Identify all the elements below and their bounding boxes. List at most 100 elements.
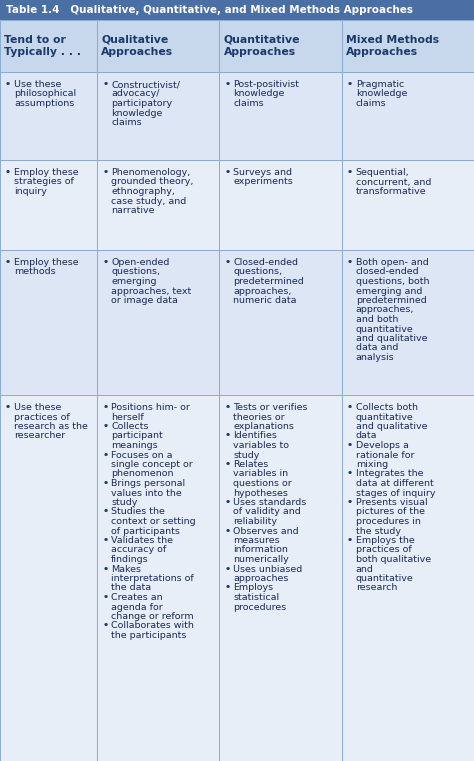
Bar [0,160,97,250]
Text: approaches: approaches [234,574,289,583]
Text: findings: findings [111,555,149,564]
Text: •: • [102,422,108,431]
Text: •: • [102,565,108,574]
Text: numerically: numerically [234,555,289,564]
Text: •: • [5,168,11,177]
Text: strategies of: strategies of [14,177,74,186]
Text: procedures: procedures [234,603,287,612]
Text: •: • [347,168,353,177]
Text: Both open- and: Both open- and [356,258,428,267]
Text: •: • [347,80,353,89]
Text: •: • [102,451,108,460]
Text: •: • [347,536,353,545]
Text: •: • [347,441,353,450]
Text: values into the: values into the [111,489,182,498]
Bar [97,250,219,395]
Text: and qualitative: and qualitative [356,422,427,431]
Text: Surveys and: Surveys and [234,168,292,177]
Text: interpretations of: interpretations of [111,574,194,583]
Text: emerging: emerging [111,277,157,286]
Text: and: and [356,565,374,574]
Text: methods: methods [14,268,55,276]
Text: of validity and: of validity and [234,508,301,517]
Text: Collects: Collects [111,422,149,431]
Text: the data: the data [111,584,151,593]
Text: data at different: data at different [356,479,434,488]
Text: numeric data: numeric data [234,296,297,305]
Text: statistical: statistical [234,593,280,602]
Text: Validates the: Validates the [111,536,173,545]
Text: change or reform: change or reform [111,612,194,621]
Text: practices of: practices of [356,546,411,555]
Text: •: • [225,168,230,177]
Text: Uses unbiased: Uses unbiased [234,565,303,574]
Text: •: • [102,80,108,89]
Text: emerging and: emerging and [356,286,422,295]
Text: Studies the: Studies the [111,508,165,517]
Text: inquiry: inquiry [14,187,47,196]
Text: approaches,: approaches, [234,286,292,295]
Bar [219,72,342,160]
Bar [97,20,219,72]
Text: quantitative: quantitative [356,324,413,333]
Text: Tests or verifies: Tests or verifies [234,403,308,412]
Text: phenomenon: phenomenon [111,470,173,479]
Text: knowledge: knowledge [356,90,407,98]
Text: procedures in: procedures in [356,517,420,526]
Text: predetermined: predetermined [234,277,304,286]
Text: Employs: Employs [234,584,273,593]
Bar [97,72,219,160]
Text: information: information [234,546,288,555]
Text: Sequential,: Sequential, [356,168,410,177]
Text: participant: participant [111,431,163,441]
Text: measures: measures [234,536,280,545]
Text: •: • [225,584,230,593]
Bar [0,20,97,72]
Text: variables in: variables in [234,470,289,479]
Text: questions or: questions or [234,479,292,488]
Text: hypotheses: hypotheses [234,489,288,498]
Bar [0,395,97,761]
Text: the participants: the participants [111,631,187,640]
Text: •: • [347,470,353,479]
Bar [219,160,342,250]
Text: data and: data and [356,343,398,352]
Text: philosophical: philosophical [14,90,76,98]
Bar [342,72,474,160]
Text: researcher: researcher [14,431,65,441]
Text: mixing: mixing [356,460,388,469]
Text: Creates an: Creates an [111,593,163,602]
Text: Collaborates with: Collaborates with [111,622,194,631]
Bar [342,395,474,761]
Text: and qualitative: and qualitative [356,334,427,343]
Bar [0,0,474,20]
Text: theories or: theories or [234,412,285,422]
Text: experiments: experiments [234,177,293,186]
Bar [219,20,342,72]
Text: Constructivist/: Constructivist/ [111,80,180,89]
Text: study: study [111,498,137,507]
Text: of participants: of participants [111,527,180,536]
Text: Pragmatic: Pragmatic [356,80,404,89]
Text: •: • [102,508,108,517]
Text: Collects both: Collects both [356,403,418,412]
Text: •: • [102,403,108,412]
Text: questions, both: questions, both [356,277,429,286]
Text: •: • [347,498,353,507]
Text: Closed-ended: Closed-ended [234,258,299,267]
Text: •: • [102,593,108,602]
Text: Use these: Use these [14,403,61,412]
Text: both qualitative: both qualitative [356,555,431,564]
Text: •: • [225,565,230,574]
Text: the study: the study [356,527,401,536]
Text: •: • [347,258,353,267]
Text: Presents visual: Presents visual [356,498,428,507]
Text: Qualitative
Approaches: Qualitative Approaches [101,35,173,57]
Text: •: • [225,431,230,441]
Bar [219,250,342,395]
Text: Quantitative
Approaches: Quantitative Approaches [223,35,300,57]
Text: data: data [356,431,377,441]
Text: rationale for: rationale for [356,451,414,460]
Text: Brings personal: Brings personal [111,479,185,488]
Bar [0,72,97,160]
